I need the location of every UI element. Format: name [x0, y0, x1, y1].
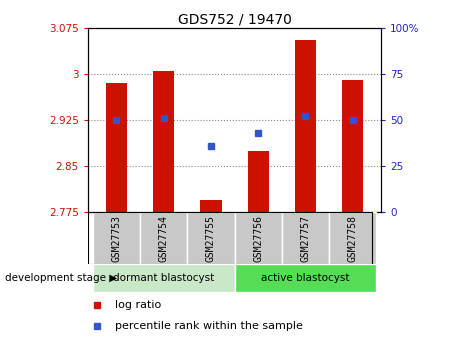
Bar [153, 71, 174, 212]
Bar [329, 212, 377, 264]
Bar [200, 200, 221, 212]
Text: log ratio: log ratio [115, 300, 161, 310]
Text: percentile rank within the sample: percentile rank within the sample [115, 321, 303, 331]
Bar [295, 40, 316, 212]
Text: development stage ▶: development stage ▶ [5, 273, 117, 283]
Title: GDS752 / 19470: GDS752 / 19470 [178, 12, 291, 27]
Text: GSM27757: GSM27757 [300, 215, 310, 262]
Text: GSM27754: GSM27754 [159, 215, 169, 262]
Bar [140, 212, 187, 264]
Text: GSM27753: GSM27753 [111, 215, 121, 262]
Bar [282, 212, 329, 264]
Bar [248, 151, 269, 212]
Bar [106, 83, 127, 212]
Bar [342, 80, 364, 212]
Text: GSM27755: GSM27755 [206, 215, 216, 262]
Bar [235, 212, 282, 264]
Text: GSM27758: GSM27758 [348, 215, 358, 262]
Bar [235, 264, 377, 292]
Bar [92, 212, 140, 264]
Bar [187, 212, 235, 264]
Text: active blastocyst: active blastocyst [261, 273, 350, 283]
Text: GSM27756: GSM27756 [253, 215, 263, 262]
Bar [92, 264, 235, 292]
Text: dormant blastocyst: dormant blastocyst [113, 273, 214, 283]
